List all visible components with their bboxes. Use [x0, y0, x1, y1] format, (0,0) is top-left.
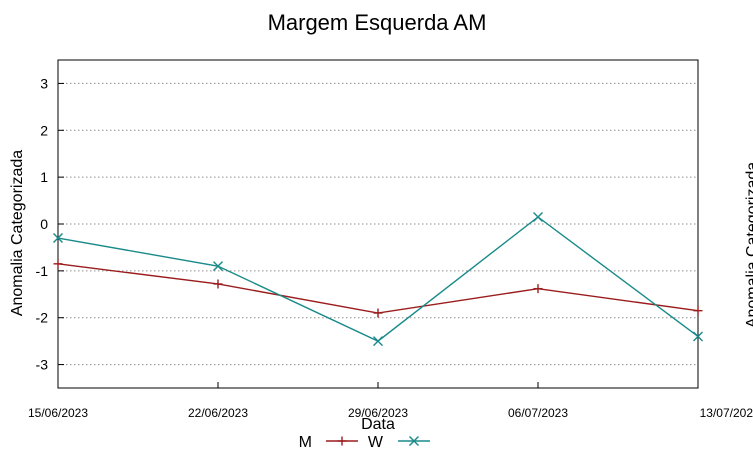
series-m: [53, 259, 703, 318]
right-clipped-axis-label-group: Anomalia Categorizada: [744, 162, 753, 328]
x-tick-label: 06/07/2023: [508, 406, 568, 420]
y-tick-label: 0: [40, 216, 48, 232]
data-point-w: [373, 336, 383, 347]
legend-item-m: M: [299, 434, 358, 451]
ticks-layer: 3 2 1 0 -1 -2 -3 15/06/2023 22/06/2023 29/06/2023…: [28, 75, 753, 420]
data-point-w: [213, 261, 223, 272]
legend-label: M: [299, 434, 312, 451]
y-tick-label: 3: [40, 75, 48, 91]
x-tick-label: 29/06/2023: [348, 406, 408, 420]
x-tick-label: 22/06/2023: [188, 406, 248, 420]
right-y-axis-label-fragment: Anomalia Categorizada: [744, 162, 753, 328]
legend-label: W: [368, 434, 384, 451]
chart-title: Margem Esquerda AM: [268, 10, 487, 35]
series-layer: [53, 211, 703, 347]
y-tick-label: -3: [36, 357, 49, 373]
data-point-w: [693, 331, 703, 342]
grid-layer: [58, 82, 698, 366]
x-tick-label: 15/06/2023: [28, 406, 88, 420]
series-w: [53, 211, 703, 347]
legend-item-w: W: [368, 434, 430, 451]
y-tick-label: 1: [40, 169, 48, 185]
legend-marker: [409, 436, 419, 446]
y-tick-label: -1: [36, 263, 49, 279]
series-line-w: [57, 216, 699, 342]
data-point-w: [53, 233, 63, 244]
data-point-w: [533, 211, 543, 222]
x-axis-label: Data: [361, 416, 395, 433]
y-tick-label: -2: [36, 310, 49, 326]
y-axis-label: Anomalia Categorizada: [9, 150, 26, 316]
x-tick-label: 13/07/202: [700, 406, 753, 420]
y-tick-label: 2: [40, 122, 48, 138]
